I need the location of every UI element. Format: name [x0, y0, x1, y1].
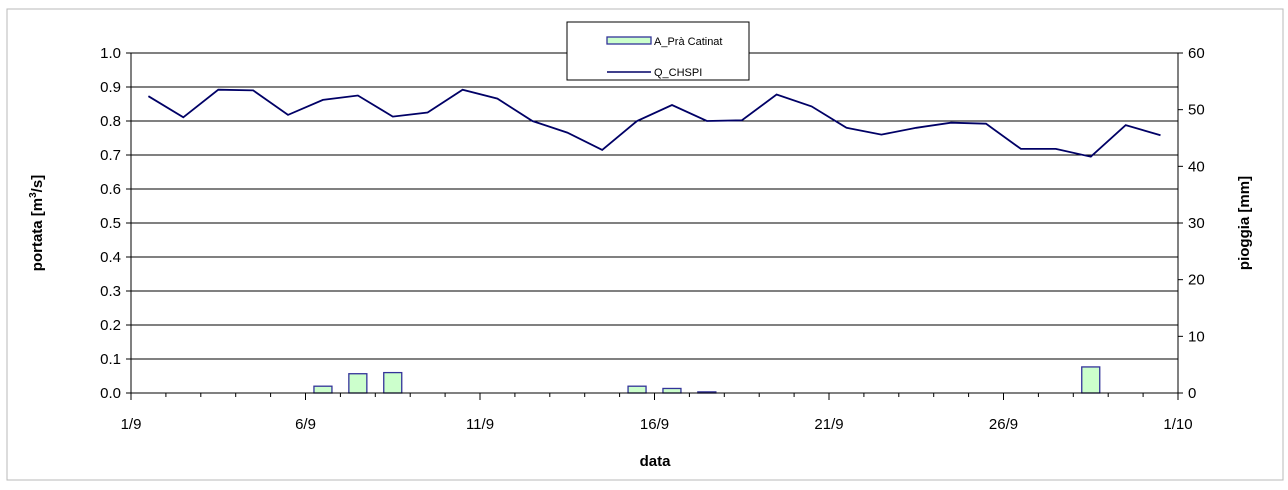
- y-left-tick-label: 0.0: [100, 385, 121, 402]
- x-tick-label: 1/9: [121, 416, 142, 433]
- rain-bar: [627, 385, 647, 394]
- y-left-tick-label: 0.4: [100, 249, 121, 266]
- x-tick-label: 11/9: [466, 416, 494, 433]
- discharge-line-layer: [147, 88, 1161, 158]
- x-tick-label: 16/9: [640, 416, 669, 433]
- rain-bar: [1081, 366, 1101, 394]
- rain-bar: [662, 387, 682, 394]
- y-left-tick-label: 0.8: [100, 113, 121, 130]
- y-left-axis-title: portata [m3/s]: [28, 175, 46, 271]
- x-axis-title: data: [640, 453, 672, 470]
- y-left-tick-label: 0.2: [100, 317, 121, 334]
- rain-bar: [313, 385, 333, 394]
- y-right-tick-label: 40: [1188, 158, 1205, 175]
- axes: 0.0 0.1 0.2 0.3 0.4 0.5 0.6 0.7 0.8 0.9 1.0 0 10 20 30…: [100, 45, 1205, 433]
- y-left-tick-label: 0.7: [100, 147, 121, 164]
- y-right-tick-label: 0: [1188, 385, 1196, 402]
- y-left-tick-label: 1.0: [100, 45, 121, 62]
- y-left-tick-label: 0.1: [100, 351, 121, 368]
- x-tick-label: 21/9: [814, 416, 843, 433]
- y-left-tick-label: 0.5: [100, 215, 121, 232]
- legend-box: [566, 21, 750, 81]
- legend: A_Prà Catinat Q_CHSPI: [566, 21, 750, 81]
- rain-bar: [383, 371, 403, 394]
- x-tick-label: 6/9: [295, 416, 316, 433]
- y-right-tick-label: 30: [1188, 215, 1205, 232]
- y-right-axis-title: pioggia [mm]: [1236, 176, 1253, 270]
- y-left-tick-label: 0.6: [100, 181, 121, 198]
- x-tick-label: 26/9: [989, 416, 1018, 433]
- y-right-tick-label: 60: [1188, 45, 1205, 62]
- discharge-line: [147, 88, 1161, 158]
- y-right-tick-label: 10: [1188, 328, 1205, 345]
- legend-label-line: Q_CHSPI: [654, 67, 702, 79]
- rain-bar: [348, 373, 368, 394]
- legend-swatch-bar: [606, 36, 652, 45]
- y-right-tick-label: 50: [1188, 102, 1205, 119]
- y-left-title-prefix: portata [m: [29, 198, 46, 271]
- y-left-tick-label: 0.3: [100, 283, 121, 300]
- y-right-tick-label: 20: [1188, 272, 1205, 289]
- x-tick-label: 1/10: [1163, 416, 1192, 433]
- y-left-title-sup: 3: [28, 192, 39, 198]
- y-left-tick-label: 0.9: [100, 79, 121, 96]
- y-left-title-suffix: /s]: [29, 175, 46, 193]
- legend-label-bar: A_Prà Catinat: [654, 36, 722, 48]
